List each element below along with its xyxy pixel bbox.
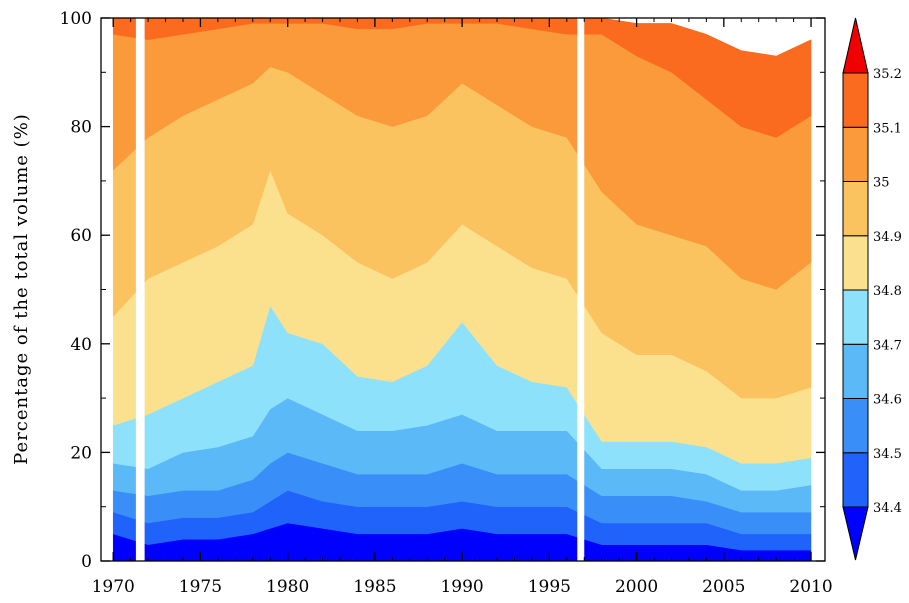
colorbar-label: 34.6 <box>873 393 902 408</box>
y-tick-label-60: 60 <box>70 226 92 246</box>
x-tick-label-2000: 2000 <box>615 577 658 597</box>
data-gap-1 <box>135 18 145 561</box>
colorbar-label: 35.1 <box>873 121 902 136</box>
colorbar-label: 35.2 <box>873 67 902 82</box>
colorbar-swatch-3 <box>842 343 869 399</box>
colorbar-label: 34.9 <box>873 230 902 245</box>
colorbar-swatch-1 <box>842 452 869 508</box>
colorbar-high-cap <box>842 17 869 74</box>
colorbar-swatch-7 <box>842 126 869 182</box>
x-axis: 1970 1975 1980 1985 1990 1995 2000 2005 2010 <box>92 18 833 597</box>
colorbar-label: 35 <box>873 176 890 191</box>
x-tick-label-1970: 1970 <box>92 577 135 597</box>
colorbar-swatch-4 <box>842 289 869 345</box>
colorbar-legend: 34.4 34.5 34.6 34.7 34.8 34.9 35 35.1 35.2 <box>842 17 902 561</box>
colorbar-swatch-8 <box>842 72 869 128</box>
y-tick-label-100: 100 <box>60 9 92 29</box>
y-tick-label-40: 40 <box>70 335 92 355</box>
x-tick-label-2010: 2010 <box>789 577 832 597</box>
data-gap-2 <box>577 18 585 561</box>
colorbar-low-cap <box>842 506 869 561</box>
colorbar-swatch-2 <box>842 398 869 454</box>
colorbar-label: 34.8 <box>873 284 902 299</box>
colorbar-swatch-5 <box>842 235 869 291</box>
data-gaps <box>135 18 585 561</box>
colorbar-label: 34.7 <box>873 338 902 353</box>
colorbar-label: 34.4 <box>873 501 902 516</box>
y-tick-label-80: 80 <box>70 118 92 138</box>
x-tick-label-1990: 1990 <box>440 577 483 597</box>
colorbar-swatch-6 <box>842 181 869 237</box>
x-tick-label-1980: 1980 <box>266 577 309 597</box>
x-tick-label-1975: 1975 <box>179 577 222 597</box>
x-tick-label-1985: 1985 <box>353 577 396 597</box>
salinity-band-9 <box>112 18 812 138</box>
x-tick-label-2005: 2005 <box>702 577 745 597</box>
y-axis-title: Percentage of the total volume (%) <box>11 113 32 465</box>
y-tick-label-0: 0 <box>81 552 92 572</box>
plot-area <box>112 18 812 561</box>
x-tick-label-1995: 1995 <box>528 577 571 597</box>
colorbar-label: 34.5 <box>873 447 902 462</box>
y-tick-label-20: 20 <box>70 443 92 463</box>
y-axis: 0 20 40 60 80 100 <box>60 9 825 572</box>
